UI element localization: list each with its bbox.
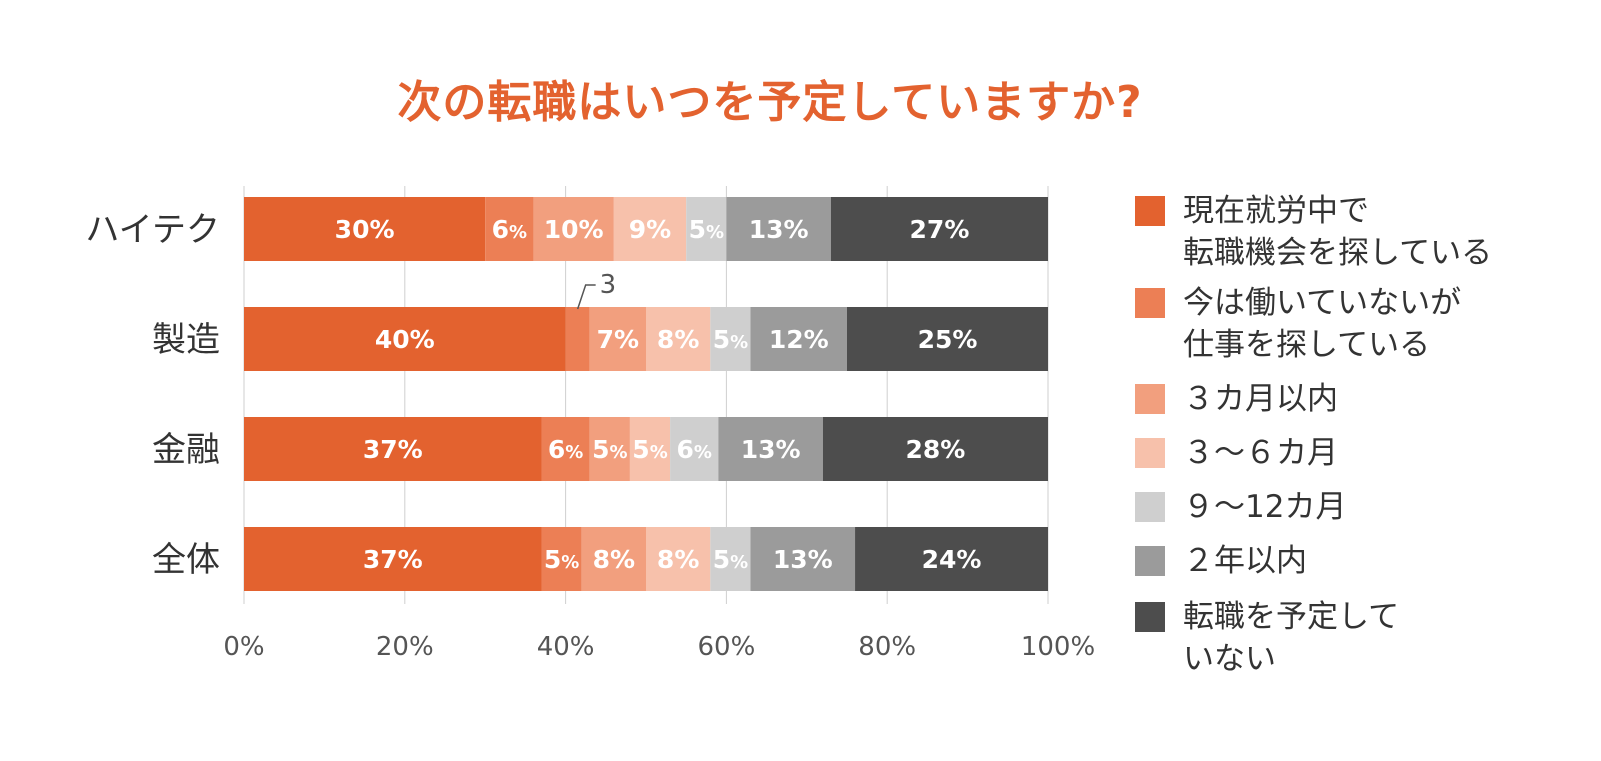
bar-segment <box>822 417 1048 481</box>
data-label: 5% <box>544 545 579 574</box>
stacked-bar-plot: ハイテク 30% 6% 10% 9% 5% 13% 27%製造 40% 7% 8% 5% 12% 25%金… <box>85 186 1095 662</box>
data-label: 5% <box>713 545 748 574</box>
category-label: 金融 <box>152 430 220 470</box>
x-tick-label: 80% <box>858 632 916 662</box>
bar-segment <box>581 527 646 591</box>
bar-segment <box>541 417 590 481</box>
data-label: 6% <box>677 435 712 464</box>
legend-label: ３カ月以内 <box>1183 381 1338 417</box>
x-tick-label: 60% <box>698 632 756 662</box>
bar-segment <box>710 527 751 591</box>
chart-title: 次の転職はいつを予定していますか? <box>397 77 1143 128</box>
data-label: 37% <box>363 545 423 574</box>
bar-segment <box>589 307 646 371</box>
data-label: 28% <box>906 435 966 464</box>
legend-swatch <box>1135 602 1165 632</box>
bar-segment <box>541 527 582 591</box>
data-label: 13% <box>749 215 809 244</box>
bar-segment <box>589 417 630 481</box>
legend-swatch <box>1135 288 1165 318</box>
data-label: 25% <box>918 325 978 354</box>
bar-segment <box>244 307 566 371</box>
legend-label: ３～６カ月 <box>1183 435 1338 471</box>
legend-label: ９～12カ月 <box>1183 489 1347 525</box>
category-label: ハイテク <box>85 210 220 250</box>
x-tick-label: 100% <box>1021 632 1095 662</box>
x-tick-label: 40% <box>537 632 595 662</box>
legend-label: ２年以内 <box>1183 543 1307 579</box>
legend-label: 転職を予定して いない <box>1183 599 1400 677</box>
legend-swatch <box>1135 492 1165 522</box>
data-label: 6% <box>548 435 583 464</box>
callout-label: 3 <box>600 270 617 300</box>
data-label: 7% <box>597 325 639 354</box>
category-label: 製造 <box>152 320 220 360</box>
data-label: 40% <box>375 325 435 354</box>
legend-swatch <box>1135 438 1165 468</box>
bar-segment <box>629 417 671 481</box>
x-tick-label: 0% <box>223 632 264 662</box>
data-label: 5% <box>632 435 667 464</box>
x-tick-label: 20% <box>376 632 434 662</box>
bar-segment <box>485 197 534 261</box>
data-label: 5% <box>592 435 627 464</box>
legend-swatch <box>1135 196 1165 226</box>
data-label: 8% <box>657 545 699 574</box>
data-label: 6% <box>492 215 527 244</box>
legend-label: 現在就労中で 転職機会を探している <box>1183 193 1493 271</box>
legend-swatch <box>1135 384 1165 414</box>
data-label: 8% <box>657 325 699 354</box>
data-label: 12% <box>769 325 829 354</box>
bar-segment <box>244 527 542 591</box>
data-label: 5% <box>713 325 748 354</box>
category-label: 全体 <box>152 540 220 580</box>
bar-segment <box>613 197 687 261</box>
bar-segment <box>830 197 1048 261</box>
bar-segment <box>855 527 1048 591</box>
bar-segment <box>646 527 711 591</box>
legend-swatch <box>1135 546 1165 576</box>
bar-segment <box>565 307 590 371</box>
data-label: 24% <box>922 545 982 574</box>
bar-segment <box>533 197 614 261</box>
data-label: 5% <box>689 215 724 244</box>
data-label: 37% <box>363 435 423 464</box>
data-label: 27% <box>910 215 970 244</box>
bar-segment <box>726 197 831 261</box>
callout-leader <box>576 284 596 310</box>
data-label: 13% <box>773 545 833 574</box>
bar-segment <box>710 307 751 371</box>
bar-segment <box>750 307 847 371</box>
data-label: 9% <box>629 215 671 244</box>
bar-segment <box>670 417 719 481</box>
data-label: 10% <box>544 215 604 244</box>
legend-label: 今は働いていないが 仕事を探している <box>1183 285 1462 363</box>
bar-segment <box>686 197 727 261</box>
bar-segment <box>244 197 486 261</box>
data-label: 30% <box>335 215 395 244</box>
bar-segment <box>244 417 542 481</box>
bar-segment <box>718 417 823 481</box>
data-label: 8% <box>593 545 635 574</box>
bar-segment <box>646 307 711 371</box>
bar-segment <box>750 527 856 591</box>
data-label: 13% <box>741 435 801 464</box>
bar-segment <box>847 307 1048 371</box>
